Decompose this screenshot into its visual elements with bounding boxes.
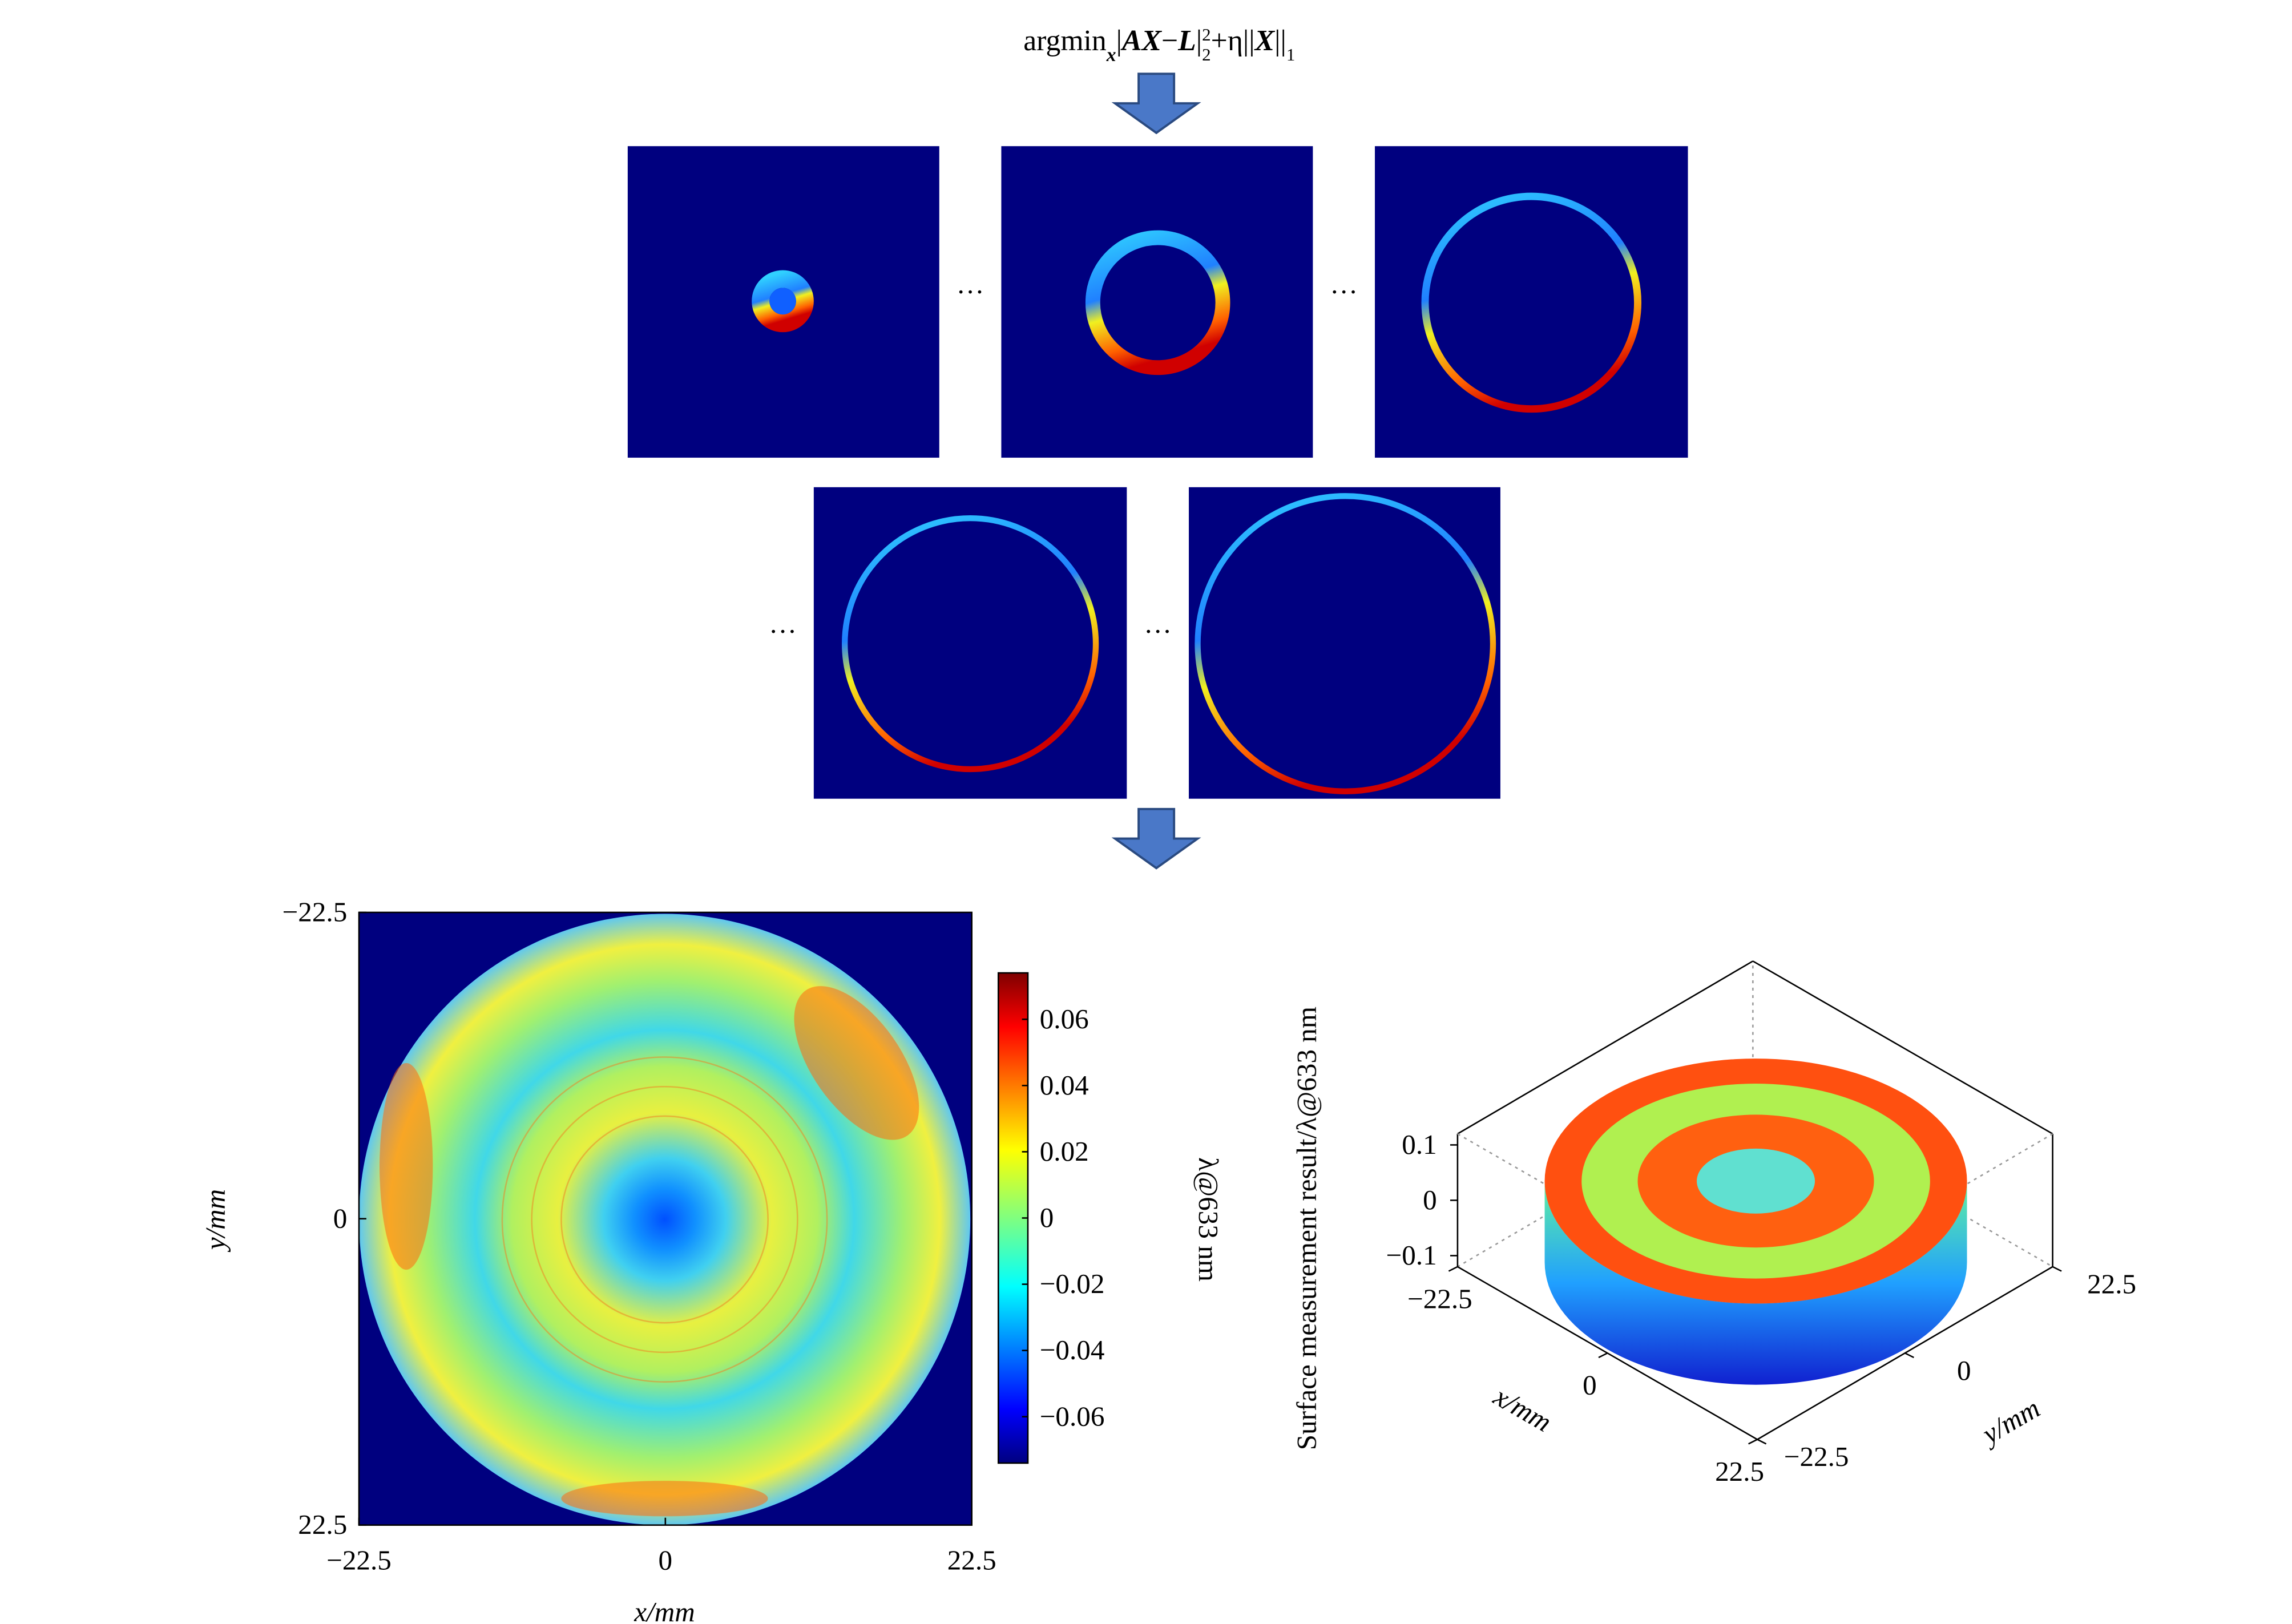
formula-part: +η|| (1211, 25, 1255, 57)
y-axis-label: y/mm (1974, 1392, 2045, 1451)
y-tick (2052, 1266, 2062, 1272)
formula-part: 2 (1202, 24, 1211, 44)
colorbar-tick-label: −0.06 (1040, 1400, 1105, 1432)
formula-part: X (1254, 25, 1276, 57)
x-tick-label: 0 (659, 1544, 673, 1575)
formula-part: argmin (1023, 25, 1107, 57)
y-tick-label: −22.5 (283, 896, 348, 927)
formula-part: L (1177, 25, 1196, 57)
y-tick (1757, 1439, 1767, 1445)
box-edge (1757, 1266, 2053, 1440)
x-tick (1448, 1266, 1458, 1272)
y-tick-label: 22.5 (2087, 1268, 2136, 1299)
arrow (1111, 72, 1201, 870)
x-tick-label: 22.5 (1715, 1456, 1764, 1487)
heatmap-image (358, 911, 973, 1526)
formula-part: 1 (1286, 44, 1296, 64)
ellipsis: ··· (957, 276, 984, 308)
ellipsis: ··· (1330, 276, 1358, 308)
colorbar-tick-label: −0.02 (1040, 1268, 1105, 1299)
x-tick-label: 22.5 (947, 1544, 996, 1575)
formula: argminx|AX−L|2 2+η||X||1 (1023, 24, 1295, 65)
z-tick-label: −0.1 (1386, 1239, 1437, 1271)
colorbar-tick-label: 0.02 (1040, 1136, 1089, 1167)
x-axis-label: x/mm (1488, 1380, 1557, 1438)
y-tick-label: −22.5 (1784, 1441, 1849, 1472)
box-edge (1752, 1093, 2053, 1268)
box-edge (1752, 960, 2053, 1135)
surface-shape (1544, 1059, 1967, 1385)
ellipsis: ··· (1144, 616, 1172, 647)
formula-part: | (1196, 25, 1202, 57)
z-axis-label: Surface measurement result/λ@633 nm (1291, 1007, 1322, 1450)
formula-part: − (1161, 25, 1178, 57)
colorbar-label: λ@633 nm (1193, 1157, 1224, 1282)
colorbar-tick-label: −0.04 (1040, 1334, 1105, 1366)
formula-part: 2 (1202, 44, 1211, 64)
formula-part: | (1116, 25, 1122, 57)
colorbar-tick-label: 0.06 (1040, 1003, 1089, 1035)
y-axis-label: y/mm (200, 1189, 231, 1253)
x-tick (1598, 1352, 1608, 1359)
x-axis-label: x/mm (633, 1596, 695, 1624)
colorbar-tick-label: 0.04 (1040, 1069, 1089, 1101)
x-tick (1748, 1439, 1758, 1445)
box-edge (1457, 1266, 1758, 1440)
y-tick-label: 0 (1957, 1355, 1971, 1386)
y-tick-label: 22.5 (298, 1509, 347, 1540)
x-tick-label: 0 (1583, 1370, 1597, 1401)
z-tick-label: 0 (1423, 1184, 1437, 1215)
y-tick-label: 0 (333, 1202, 348, 1234)
box-edge (1457, 960, 1754, 1135)
ellipsis: ··· (769, 616, 797, 647)
formula-part: AX (1120, 25, 1163, 57)
z-tick-label: 0.1 (1402, 1129, 1436, 1160)
colorbar-tick-label: 0 (1040, 1202, 1054, 1233)
x-tick-label: −22.5 (1407, 1283, 1472, 1314)
formula-part: x (1106, 44, 1116, 65)
x-tick-label: −22.5 (326, 1544, 392, 1575)
formula-part: || (1274, 25, 1286, 57)
y-tick (1904, 1352, 1914, 1359)
rings (752, 192, 1642, 794)
